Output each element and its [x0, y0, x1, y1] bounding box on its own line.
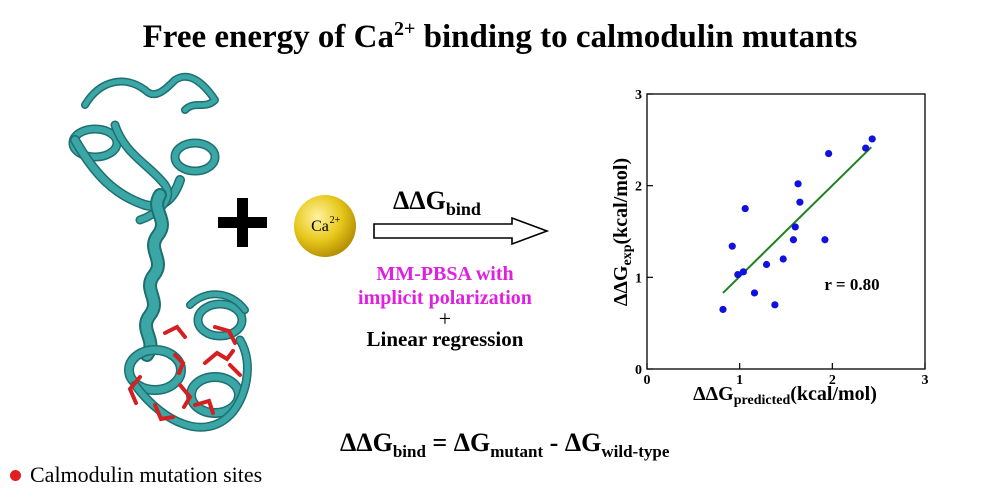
data-point	[771, 301, 779, 309]
x-tick-label: 2	[829, 373, 836, 388]
data-point	[862, 144, 870, 152]
y-tick-label: 1	[635, 271, 642, 286]
eq-lhs: ΔΔG	[340, 428, 393, 457]
ddg-symbol: ΔΔG	[393, 186, 446, 215]
x-tick-label: 0	[644, 373, 651, 388]
data-point	[734, 270, 742, 279]
eq-mutant-term: = ΔG	[425, 428, 491, 457]
y-axis-label-main: ΔΔG	[610, 265, 632, 306]
eq-mutant-sub: mutant	[490, 442, 544, 462]
y-tick-label: 2	[635, 180, 642, 195]
y-axis-label-unit: (kcal/mol)	[610, 158, 632, 245]
mutation-sites	[127, 324, 242, 422]
y-axis-label: ΔΔGexp(kcal/mol)	[610, 158, 635, 306]
chart-fit-line	[722, 146, 872, 294]
reaction-arrow-icon	[373, 216, 550, 246]
chart-points	[719, 135, 876, 314]
title-rest: binding to calmodulin mutants	[415, 19, 858, 55]
data-point	[794, 180, 802, 188]
legend-dot-icon	[10, 469, 21, 481]
plot-frame	[646, 93, 926, 370]
data-point	[779, 255, 787, 263]
ion-symbol: Ca	[311, 218, 329, 235]
legend: Calmodulin mutation sites	[10, 462, 262, 488]
regression-label: Linear regression	[366, 327, 524, 351]
method-line-2: implicit polarization	[358, 287, 532, 309]
eq-wt-sub: wild-type	[601, 442, 670, 462]
data-point	[791, 223, 799, 231]
title-main: Free energy of Ca	[142, 19, 394, 55]
x-axis-label-main: ΔΔG	[693, 383, 734, 405]
data-point	[796, 198, 804, 206]
data-point	[821, 236, 829, 244]
data-point	[728, 242, 736, 250]
data-point	[719, 305, 727, 314]
data-point	[741, 204, 749, 213]
x-axis-label-unit: (kcal/mol)	[790, 383, 877, 405]
fit-line	[722, 146, 872, 294]
title-superscript: 2+	[394, 18, 416, 40]
protein-ribbon	[68, 72, 252, 432]
chart-axes	[646, 93, 926, 370]
eq-wt-term: - ΔG	[543, 428, 602, 457]
data-point	[825, 149, 833, 158]
data-point	[750, 289, 759, 297]
data-point	[762, 260, 771, 269]
x-axis-label-sub: predicted	[734, 393, 791, 408]
plus-icon	[218, 198, 267, 247]
data-point	[789, 236, 798, 244]
y-tick-label: 0	[635, 363, 642, 378]
method-label: MM-PBSA with implicit polarization	[320, 262, 570, 310]
chart-ticks: 0 1 2 3 0 1 2 3	[635, 88, 929, 388]
ddg-bind-label: ΔΔGbind	[393, 186, 481, 220]
x-tick-label: 1	[736, 373, 743, 388]
x-tick-label: 3	[922, 373, 929, 388]
calmodulin-structure	[68, 72, 252, 432]
y-tick-label: 3	[635, 88, 642, 103]
data-point	[739, 268, 747, 276]
x-axis-label: ΔΔGpredicted(kcal/mol)	[693, 383, 877, 408]
ddg-subscript: bind	[445, 199, 481, 220]
ion-charge: 2+	[330, 215, 341, 226]
data-point	[868, 135, 876, 143]
figure-title: Free energy of Ca2+ binding to calmoduli…	[0, 18, 1000, 56]
eq-lhs-sub: bind	[392, 442, 426, 462]
combine-plus: +	[438, 306, 452, 331]
method-line-1: MM-PBSA with	[376, 263, 514, 285]
equation: ΔΔGbind = ΔGmutant - ΔGwild-type	[340, 428, 669, 462]
y-axis-label-sub: exp	[620, 244, 635, 265]
correlation-annotation: r = 0.80	[824, 275, 879, 294]
calcium-ion: Ca 2+	[294, 195, 356, 257]
legend-label: Calmodulin mutation sites	[30, 462, 263, 487]
